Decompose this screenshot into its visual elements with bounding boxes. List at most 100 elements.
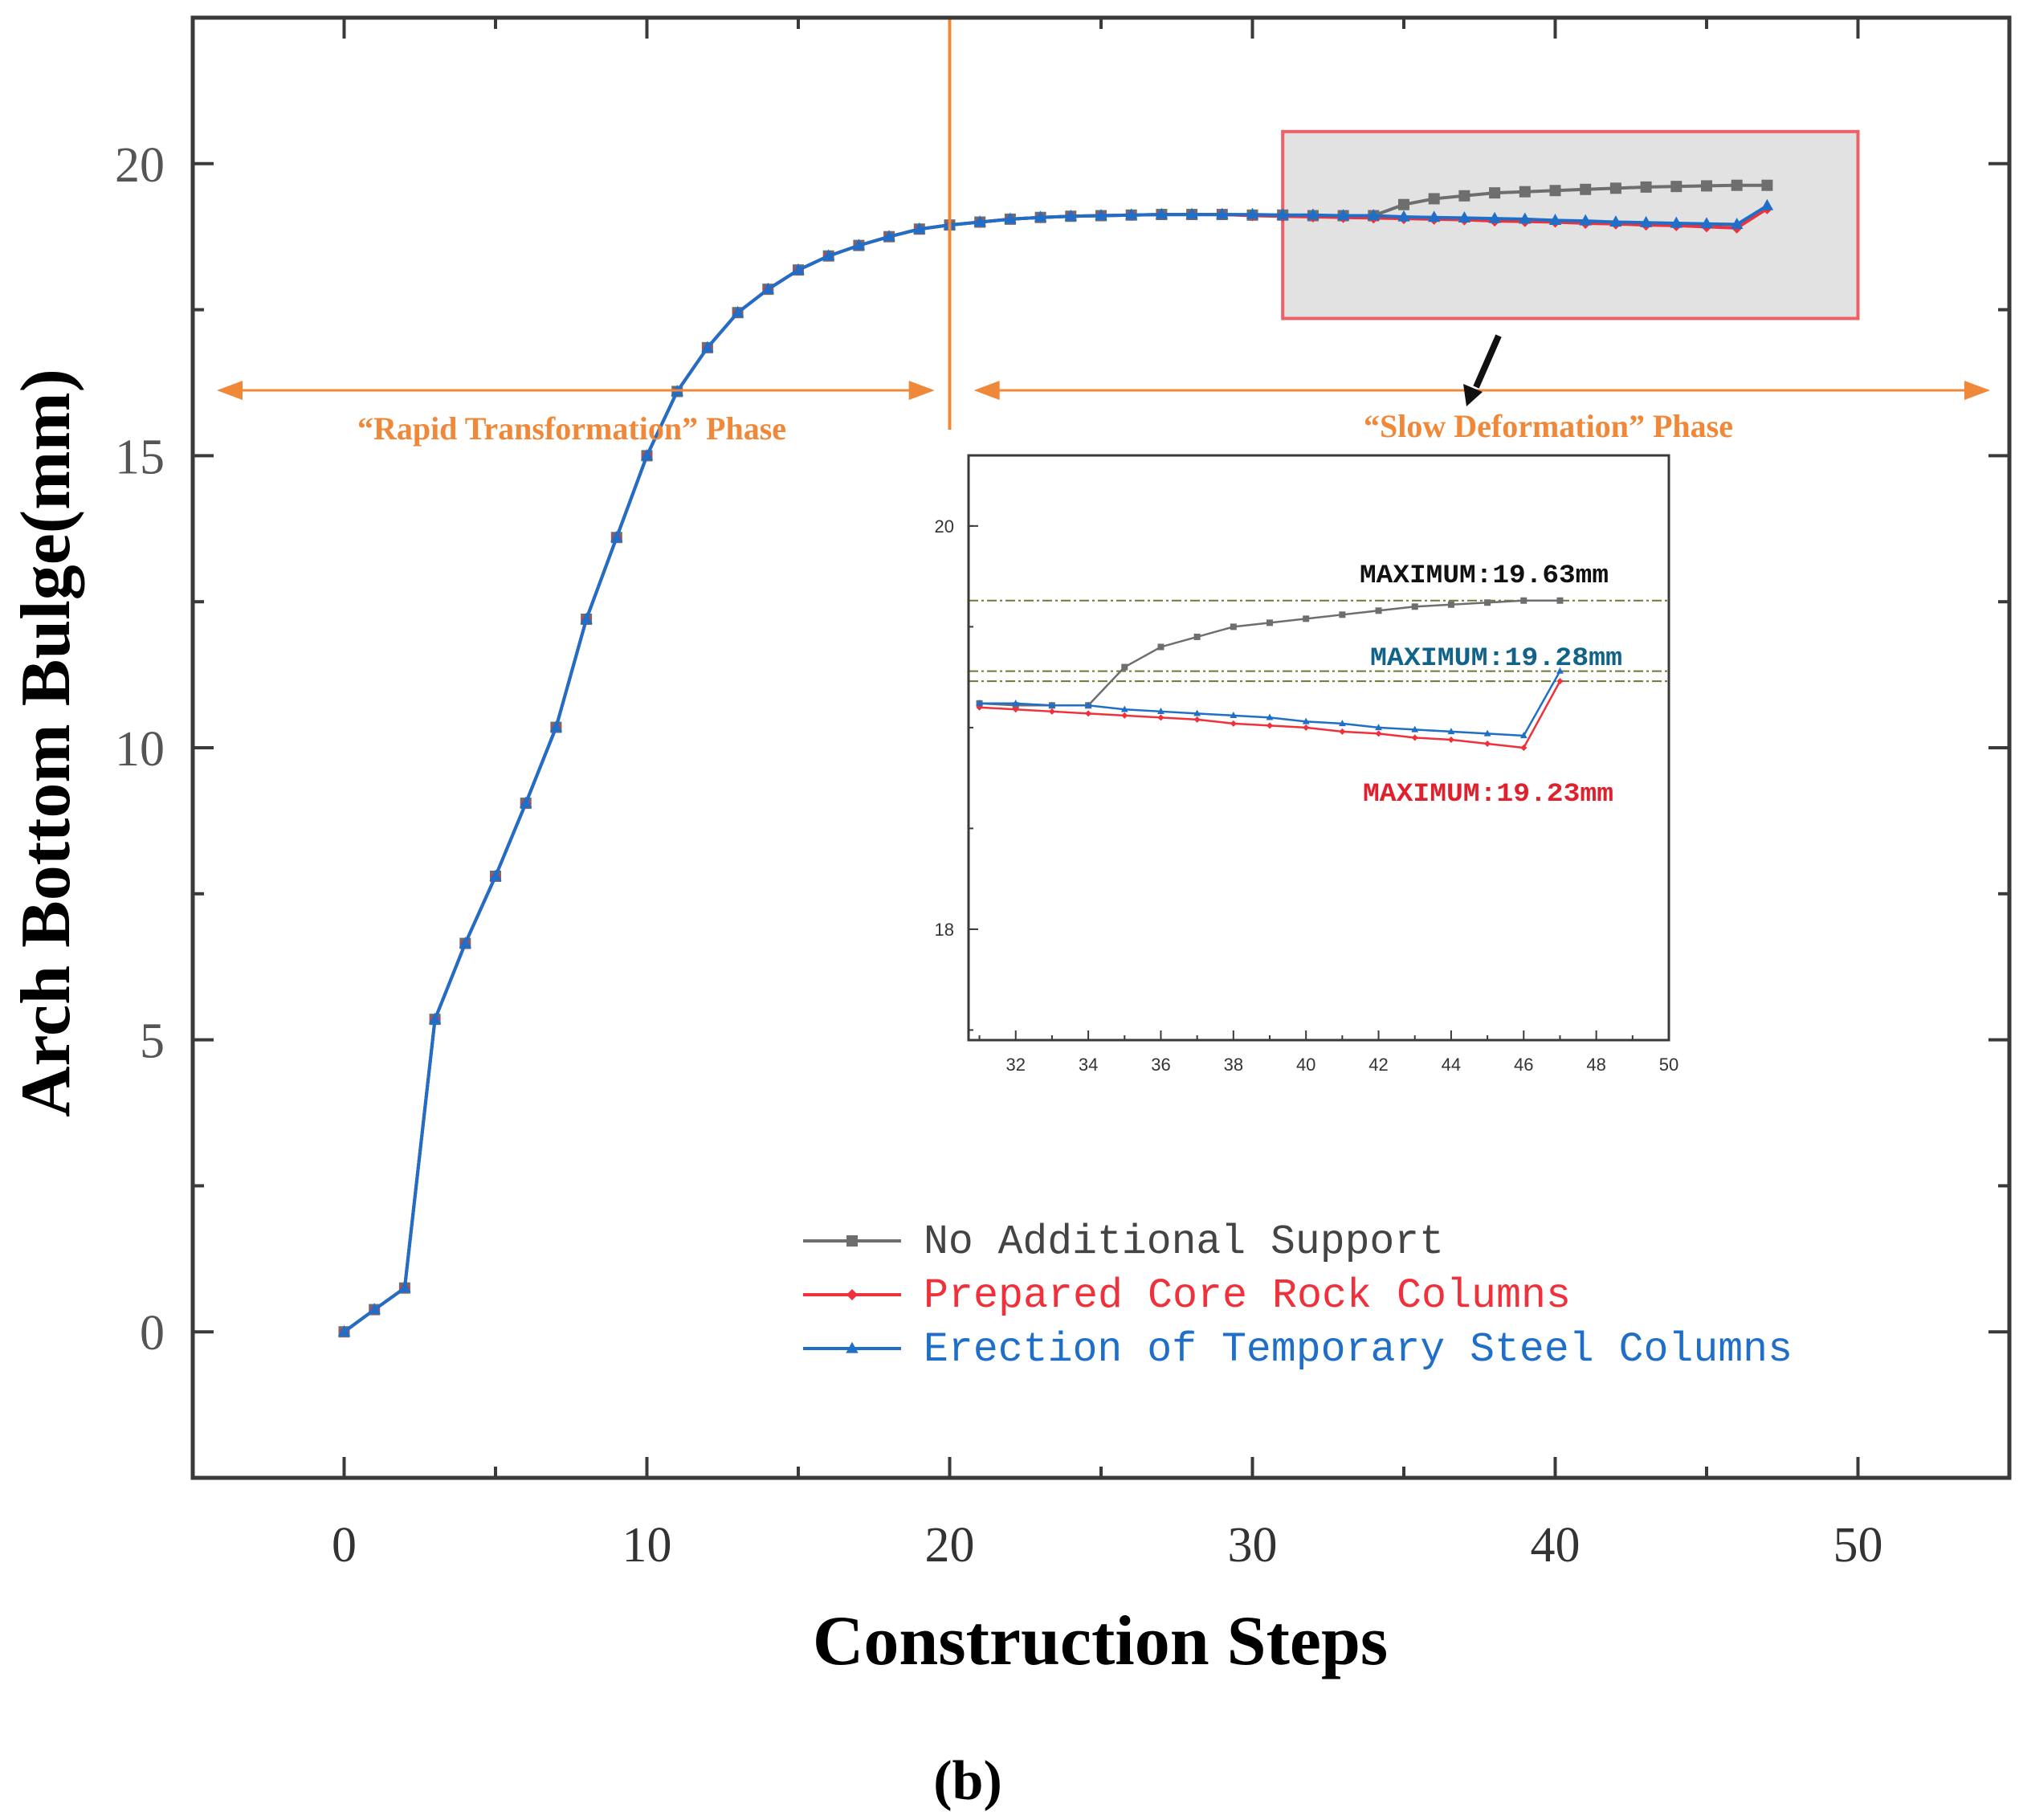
- data-point-triangle: [1084, 701, 1092, 708]
- x-tick-label: 30: [1228, 1518, 1278, 1573]
- data-point-triangle: [1125, 208, 1138, 220]
- data-point-triangle: [640, 449, 654, 460]
- data-point-diamond: [1085, 710, 1092, 717]
- legend-label-no-support: No Additional Support: [924, 1218, 1444, 1266]
- inset-series-layer: [976, 597, 1564, 751]
- data-point-square: [1458, 190, 1470, 202]
- data-point-triangle: [1428, 210, 1441, 222]
- data-point-square: [1609, 182, 1621, 194]
- data-point-triangle: [1731, 218, 1744, 230]
- data-point-square: [1519, 186, 1531, 198]
- data-point-triangle: [761, 282, 774, 294]
- data-point-triangle: [1004, 212, 1017, 224]
- y-tick-label: 0: [140, 1306, 165, 1361]
- data-point-square: [1731, 179, 1743, 191]
- data-point-square: [1640, 181, 1652, 193]
- figure-label: (b): [933, 1750, 1002, 1812]
- y-tick-label: 5: [140, 1014, 165, 1069]
- y-tick-label: 10: [115, 722, 165, 777]
- data-point-square: [1670, 181, 1682, 193]
- legend-label-core-rock: Prepared Core Rock Columns: [924, 1272, 1571, 1320]
- data-point-triangle: [852, 239, 866, 251]
- data-point-triangle: [1048, 701, 1056, 708]
- inset-y-tick-label: 20: [935, 516, 954, 537]
- legend: No Additional Support Prepared Core Rock…: [803, 1218, 1793, 1373]
- rapid-phase-arrow-head-right: [908, 381, 935, 400]
- inset-x-tick-label: 46: [1514, 1055, 1533, 1075]
- data-point-triangle: [1548, 213, 1562, 225]
- data-point-square: [1580, 183, 1592, 195]
- data-point-diamond: [1012, 706, 1019, 713]
- data-point-square: [1761, 179, 1773, 191]
- data-point-triangle: [731, 305, 744, 317]
- inset-x-tick-label: 32: [1005, 1055, 1025, 1075]
- slow-phase-label: “Slow Deformation” Phase: [1364, 408, 1733, 444]
- zoom-region-box: [1281, 129, 1860, 320]
- annotation-max-no-support: MAXIMUM:19.63mm: [1360, 561, 1609, 590]
- data-point-triangle: [1338, 720, 1346, 727]
- x-axis-title: Construction Steps: [813, 1602, 1388, 1680]
- data-point-triangle: [792, 263, 805, 275]
- x-tick-label: 20: [925, 1518, 975, 1573]
- data-point-triangle: [580, 612, 593, 624]
- data-point-triangle: [1397, 210, 1410, 222]
- plot-frame: [190, 15, 2012, 1480]
- data-point-triangle: [1579, 214, 1592, 226]
- data-point-triangle: [1609, 215, 1622, 227]
- data-point-diamond: [1520, 745, 1528, 751]
- data-point-triangle: [1012, 699, 1020, 706]
- data-point-triangle: [976, 699, 983, 706]
- data-point-square: [1701, 180, 1712, 192]
- data-point-triangle: [1185, 207, 1198, 219]
- data-point-triangle: [1276, 208, 1289, 220]
- main-axis-ticks: 0 10 20 30 40 50 0 5 10 15 20: [115, 16, 2011, 1573]
- data-point-triangle: [1230, 712, 1238, 719]
- data-point-square: [1230, 623, 1237, 630]
- data-point-diamond: [1411, 734, 1418, 741]
- data-point-square: [1411, 603, 1418, 610]
- x-tick-label: 50: [1833, 1518, 1883, 1573]
- data-point-triangle: [913, 222, 926, 234]
- data-point-triangle: [1367, 209, 1380, 221]
- data-point-triangle: [1307, 208, 1319, 220]
- rapid-phase-arrow-head-left: [217, 381, 243, 400]
- data-point-diamond: [1048, 708, 1055, 715]
- data-point-triangle: [1447, 728, 1455, 735]
- data-point-diamond: [1266, 722, 1274, 729]
- data-point-diamond: [1556, 678, 1564, 685]
- data-point-triangle: [368, 1303, 381, 1315]
- data-point-square: [1484, 599, 1491, 606]
- x-tick-label: 40: [1531, 1518, 1581, 1573]
- data-point-square: [1447, 601, 1454, 608]
- data-point-diamond: [1157, 714, 1164, 721]
- data-point-triangle: [459, 937, 471, 949]
- data-point-triangle: [1266, 713, 1274, 720]
- data-point-triangle: [1155, 207, 1169, 219]
- data-point-diamond: [1230, 720, 1237, 727]
- data-point-triangle: [701, 341, 714, 353]
- data-point-triangle: [846, 1341, 859, 1353]
- data-point-triangle: [428, 1012, 442, 1024]
- data-point-square: [1375, 607, 1382, 614]
- data-point-triangle: [1411, 725, 1419, 732]
- data-point-triangle: [520, 796, 532, 808]
- data-point-diamond: [1447, 736, 1454, 743]
- data-point-diamond: [1375, 730, 1382, 737]
- inset-x-tick-label: 34: [1079, 1055, 1098, 1075]
- data-point-triangle: [1488, 211, 1501, 223]
- inset-guide-lines: [969, 599, 1669, 683]
- data-point-square: [1428, 193, 1440, 205]
- data-point-triangle: [1120, 705, 1128, 712]
- inset-x-tick-label: 40: [1296, 1055, 1315, 1075]
- data-point-square: [1121, 663, 1128, 671]
- data-point-diamond: [1339, 728, 1346, 735]
- annotation-max-steel-columns: MAXIMUM:19.28mm: [1370, 643, 1622, 673]
- zoom-pointer-arrow: [1463, 334, 1502, 406]
- data-point-triangle: [1670, 216, 1682, 228]
- data-point-triangle: [1095, 209, 1107, 221]
- data-point-square: [1303, 615, 1310, 622]
- data-point-triangle: [610, 530, 623, 542]
- data-point-triangle: [489, 869, 502, 881]
- y-axis-title: Arch Bottom Bulge(mm): [7, 369, 85, 1117]
